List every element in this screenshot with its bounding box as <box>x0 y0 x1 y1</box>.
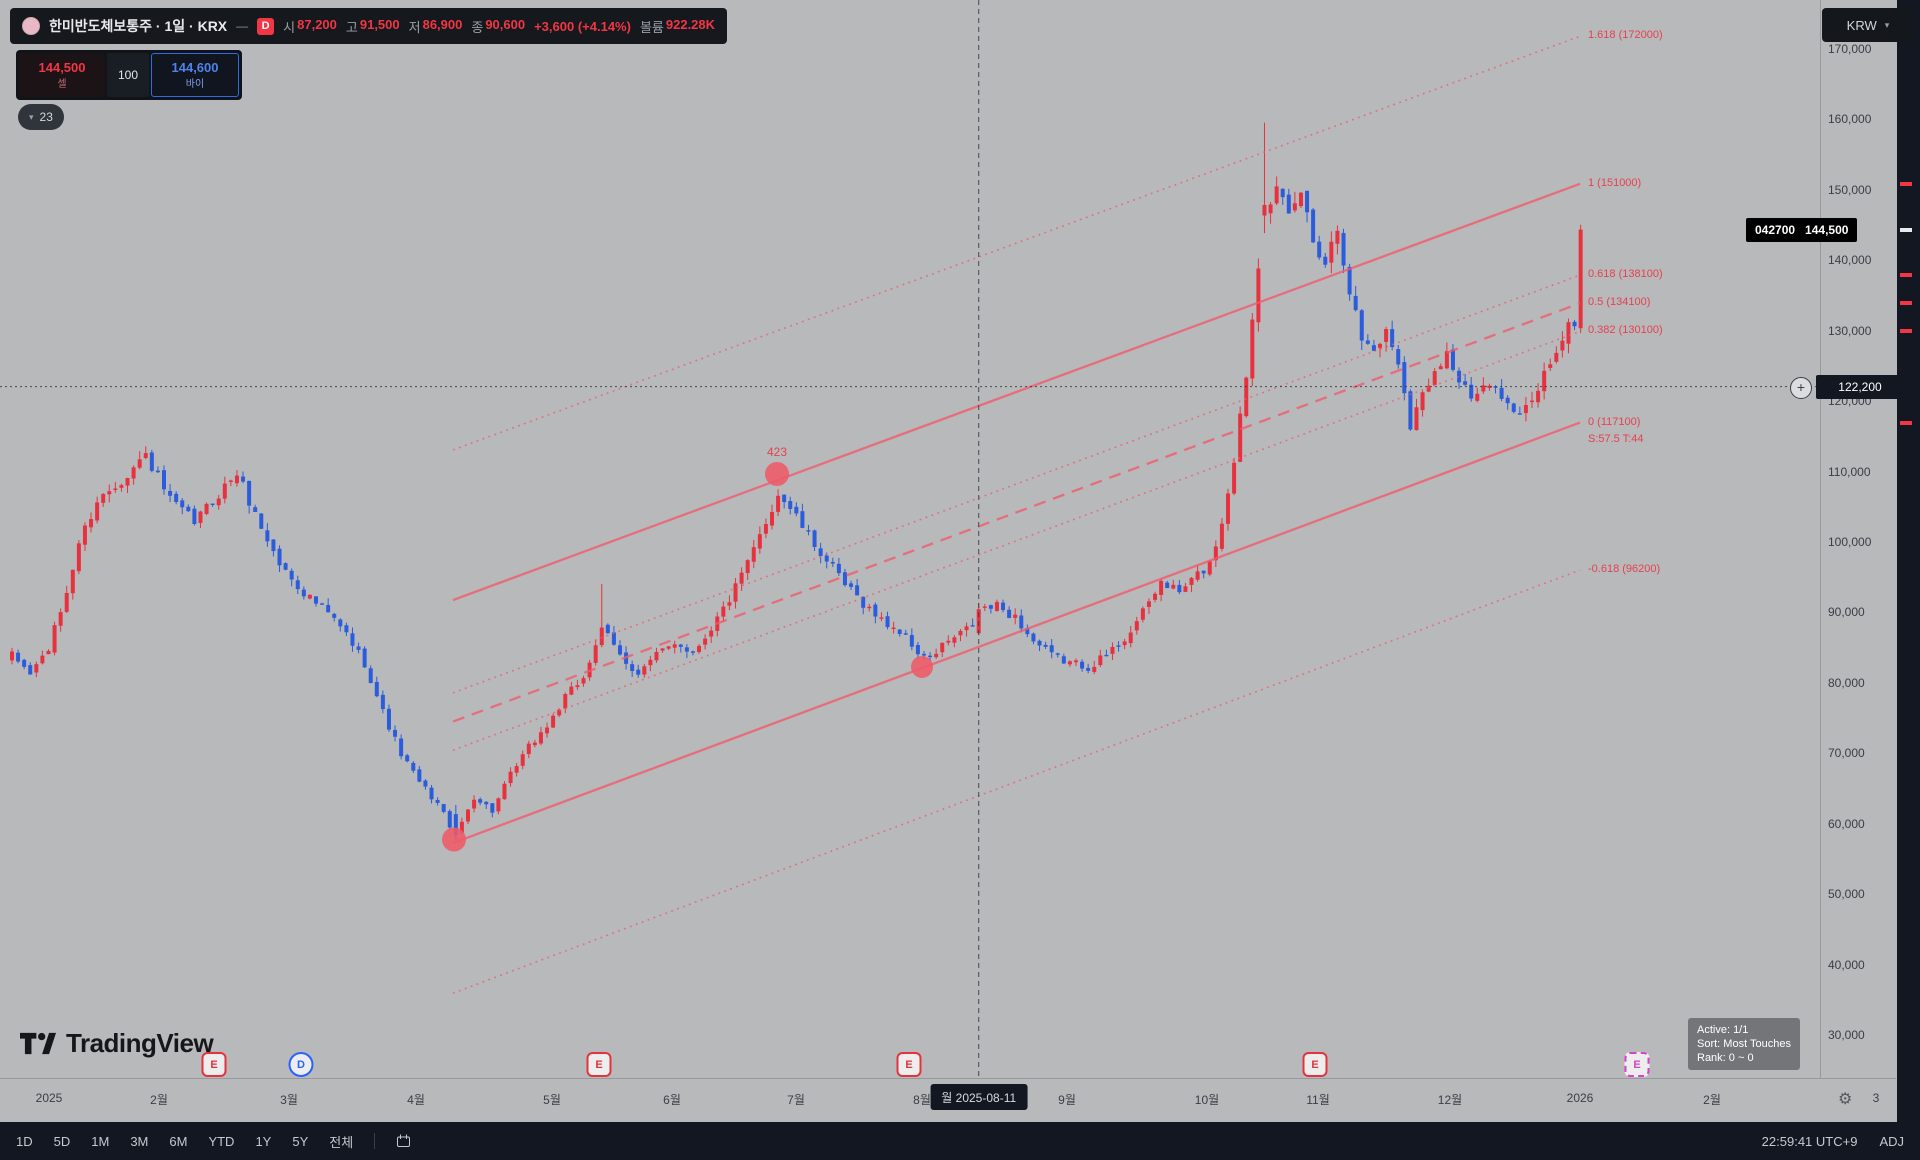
status-line: Active: 1/1 <box>1697 1024 1749 1036</box>
time-axis-tick: 6월 <box>663 1093 681 1107</box>
dividend-blue-badge[interactable]: D <box>288 1052 314 1077</box>
ohlc-high: 고 91,500 <box>345 16 400 35</box>
range-button-1y[interactable]: 1Y <box>255 1133 272 1149</box>
last-price: 144,500 <box>1805 222 1849 237</box>
price-axis[interactable]: 170,000 160,000 150,000 140,000 130,000 120,0… <box>1820 0 1897 1122</box>
time-axis-tick: 7월 <box>787 1093 805 1107</box>
adjusted-data-toggle[interactable]: ADJ <box>1879 1133 1904 1149</box>
price-axis-tick: 30,000 <box>1828 1028 1865 1042</box>
time-axis-tick: 2월 <box>150 1093 168 1107</box>
chart-legend[interactable]: 한미반도체보통주 · 1일 · KRX — D 시 87,200 고 91,500 … <box>10 8 728 44</box>
range-button-5y[interactable]: 5Y <box>292 1133 309 1149</box>
scale-level-marker <box>1900 181 1912 186</box>
range-button-3m[interactable]: 3M <box>130 1133 149 1149</box>
symbol-logo-icon <box>22 17 40 35</box>
range-button-ytd[interactable]: YTD <box>208 1133 235 1149</box>
interval-badge: D <box>257 17 275 35</box>
tradingview-logo-text: TradingView <box>66 1028 214 1058</box>
time-axis-tick: 9월 <box>1058 1093 1076 1107</box>
gear-icon[interactable]: ⚙ <box>1838 1091 1853 1108</box>
toolbar-divider <box>374 1133 376 1149</box>
buy-sell-panel: 144,500 셀 100 144,600 바이 <box>16 50 242 100</box>
legend-collapse-icon[interactable]: — <box>236 19 249 33</box>
price-axis-tick: 170,000 <box>1828 42 1872 56</box>
scale-level-marker <box>1900 273 1912 278</box>
ohlc-close: 종 90,600 <box>471 16 526 35</box>
price-axis-tick: 50,000 <box>1828 887 1865 902</box>
chevron-down-icon: ▾ <box>1884 19 1890 30</box>
earnings-magenta-badge[interactable]: E <box>1624 1052 1650 1077</box>
price-axis-tick: 100,000 <box>1828 535 1872 549</box>
spread-value: 100 <box>107 53 149 97</box>
crosshair-date-badge: 월 2025-08-11 <box>930 1084 1028 1110</box>
scale-strip <box>1896 0 1920 1160</box>
tradingview-logo[interactable]: TradingView <box>20 1028 214 1059</box>
price-axis-tick: 140,000 <box>1828 253 1872 268</box>
price-axis-tick: 80,000 <box>1828 675 1865 690</box>
range-button-all[interactable]: 전체 <box>329 1134 354 1150</box>
volume-value: 볼륨 922.28K <box>639 16 716 35</box>
time-axis-tick: 4월 <box>407 1093 425 1107</box>
ohlc-low: 저 86,900 <box>408 16 463 35</box>
time-axis-tick: 2월 <box>1703 1093 1721 1107</box>
time-axis-tick: 5월 <box>543 1093 561 1107</box>
range-button-1d[interactable]: 1D <box>16 1133 33 1149</box>
price-axis-tick: 130,000 <box>1828 323 1872 338</box>
range-button-1m[interactable]: 1M <box>91 1133 110 1149</box>
earnings-red-badge[interactable]: E <box>201 1052 227 1077</box>
range-button-6m[interactable]: 6M <box>169 1133 188 1149</box>
time-axis-tick: 2025 <box>35 1091 63 1105</box>
object-count: 23 <box>39 110 53 124</box>
price-axis-tick: 90,000 <box>1828 605 1865 620</box>
time-axis-tick: 12월 <box>1437 1093 1463 1107</box>
price-axis-tick: 60,000 <box>1828 816 1865 831</box>
price-axis-tick: 70,000 <box>1828 746 1865 761</box>
tradingview-mark-icon <box>20 1032 56 1055</box>
earnings-red-badge[interactable]: E <box>586 1052 612 1077</box>
indicator-status-box: Active: 1/1 Sort: Most Touches Rank: 0 ~… <box>1688 1018 1800 1070</box>
bottom-toolbar: 1D 5D 1M 3M 6M YTD 1Y 5Y 전체 22:59:41 UTC… <box>0 1122 1920 1160</box>
range-button-5d[interactable]: 5D <box>53 1133 71 1149</box>
time-axis-tick: 11월 <box>1306 1093 1330 1107</box>
status-line: Sort: Most Touches <box>1697 1038 1791 1050</box>
svg-text:423: 423 <box>767 445 787 459</box>
price-axis-tick: 110,000 <box>1828 464 1871 479</box>
scale-level-marker <box>1900 420 1912 425</box>
time-axis-tick: 8월 <box>913 1093 931 1107</box>
clock[interactable]: 22:59:41 UTC+9 <box>1761 1133 1858 1149</box>
time-axis-tick: 10월 <box>1194 1093 1220 1107</box>
scale-last-price-marker <box>1900 227 1912 232</box>
status-line: Rank: 0 ~ 0 <box>1697 1052 1754 1064</box>
price-axis-tick: 40,000 <box>1828 957 1865 972</box>
add-alert-plus-icon[interactable]: + <box>1790 376 1812 399</box>
price-axis-tick: 160,000 <box>1828 112 1872 127</box>
buy-button[interactable]: 144,600 바이 <box>151 53 239 97</box>
change-value: +3,600 (+4.14%) <box>534 18 631 34</box>
ticker-code: 042700 <box>1755 222 1796 237</box>
time-axis-tick: 2026 <box>1566 1091 1594 1105</box>
earnings-red-badge[interactable]: E <box>896 1052 922 1077</box>
sell-button[interactable]: 144,500 셀 <box>19 53 105 97</box>
scale-level-marker <box>1900 301 1912 306</box>
ohlc-open: 시 87,200 <box>283 16 337 35</box>
go-to-date-icon[interactable] <box>396 1134 411 1148</box>
currency-selector[interactable]: KRW ▾ <box>1822 8 1914 42</box>
earnings-red-badge[interactable]: E <box>1302 1052 1328 1077</box>
chevron-down-icon: ▾ <box>29 111 34 122</box>
scale-level-marker <box>1900 329 1912 334</box>
price-axis-tick: 150,000 <box>1828 182 1872 197</box>
crosshair-price-badge: 122,200 <box>1816 374 1904 399</box>
time-axis-tick: 3월 <box>280 1093 298 1107</box>
object-tree-pill[interactable]: ▾ 23 <box>18 104 64 130</box>
symbol-title[interactable]: 한미반도체보통주 · 1일 · KRX <box>49 18 228 34</box>
last-price-badge: 042700 144,500 <box>1746 217 1858 242</box>
time-axis-tick: 3 <box>1872 1091 1880 1105</box>
